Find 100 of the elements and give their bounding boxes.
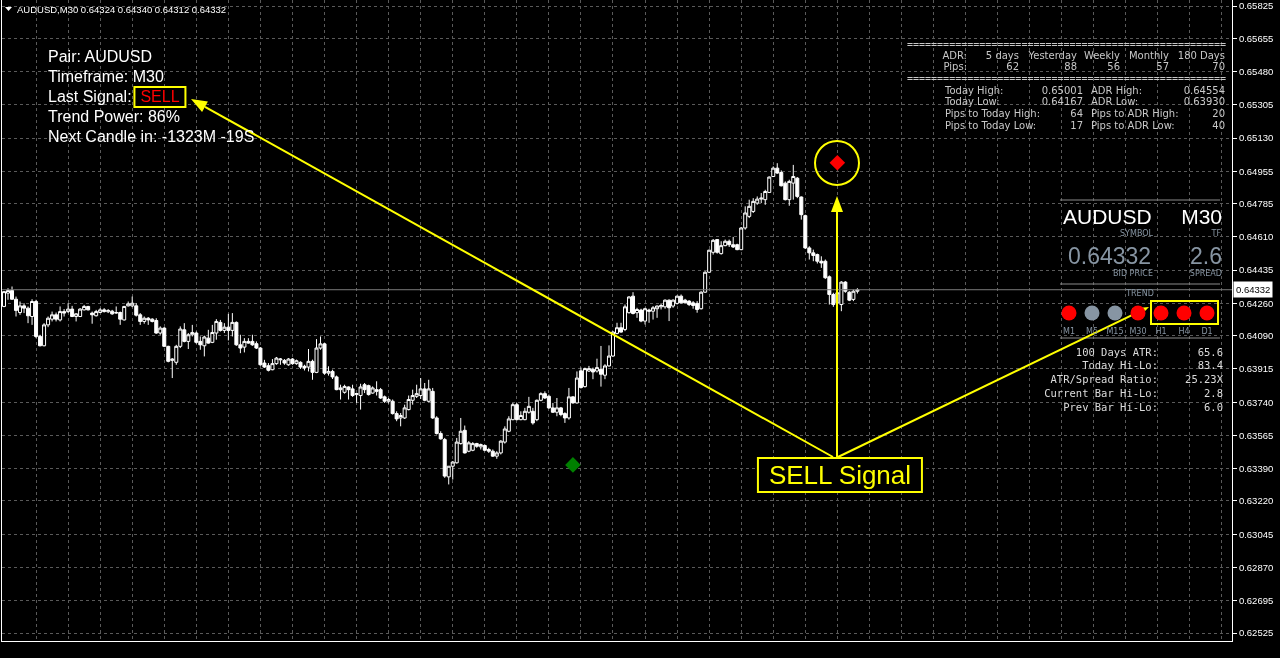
candlestick <box>154 317 159 335</box>
y-tick-label: 0.63220 <box>1238 495 1274 507</box>
candlestick <box>478 443 483 450</box>
annotation: 17 <box>1070 120 1083 131</box>
annotation: M30 <box>1181 204 1222 228</box>
annotation: Trend Power: 86% <box>48 108 180 125</box>
candlestick <box>366 384 371 397</box>
annotation: ADR High: <box>1091 85 1143 96</box>
annotation: 2.8 <box>1204 386 1223 399</box>
y-tick-label: 0.64435 <box>1238 264 1274 276</box>
annotation: 25.23X <box>1185 372 1223 385</box>
candlestick <box>759 192 764 204</box>
y-tick-label: 0.63565 <box>1238 429 1274 441</box>
candlestick <box>643 307 648 325</box>
y-tick-label: 0.65480 <box>1238 65 1274 77</box>
annotation: 180 Days <box>1177 50 1225 61</box>
y-tick-label: 0.64785 <box>1238 197 1274 209</box>
candlestick <box>482 444 487 452</box>
candlestick <box>298 360 303 370</box>
candlestick <box>574 370 579 405</box>
candlestick <box>78 307 83 318</box>
annotation: Weekly <box>1083 50 1120 61</box>
candlestick <box>294 359 299 365</box>
category-label: M5 <box>1086 327 1098 336</box>
annotation: ===================================================== <box>907 73 1227 84</box>
candlestick <box>282 359 287 366</box>
candlestick <box>106 308 111 314</box>
candlestick <box>142 316 147 325</box>
annotation: Last Signal: <box>48 88 132 105</box>
y-tick-label: 0.63740 <box>1238 396 1274 408</box>
candlestick <box>146 316 151 326</box>
candlestick <box>374 380 379 397</box>
candlestick <box>66 302 71 314</box>
annotation: Yesterday <box>1028 50 1077 61</box>
candlestick <box>554 397 559 417</box>
candlestick <box>250 334 255 347</box>
annotation: SPREAD <box>1189 269 1222 278</box>
annotation: Today Low: <box>945 96 1000 107</box>
annotation: SELL Signal <box>756 457 924 493</box>
annotation: ADR Low: <box>1091 96 1139 107</box>
annotation: Pips to Today High: <box>945 108 1040 119</box>
y-tick-label: 0.63390 <box>1238 463 1274 475</box>
candlestick <box>122 305 127 321</box>
y-tick-label: 0.63915 <box>1238 363 1274 375</box>
candlestick <box>86 305 91 311</box>
candlestick <box>486 447 491 454</box>
annotation: Monthly <box>1128 50 1169 61</box>
candlestick <box>815 253 820 265</box>
y-tick-label: 0.62870 <box>1238 561 1274 573</box>
ref-line-label: 0.64332 <box>1236 284 1271 295</box>
candlestick <box>582 367 587 389</box>
category-label: H4 <box>1178 327 1190 336</box>
candlestick <box>751 197 756 214</box>
y-tick-label: 0.64610 <box>1238 231 1274 243</box>
annotation: 64 <box>1070 108 1083 119</box>
annotation: BID PRICE <box>1113 269 1153 278</box>
annotation: 0.65001 <box>1041 85 1083 96</box>
text: AUDUSD,M30 0.64324 0.64340 0.64312 0.64332 <box>17 4 227 16</box>
candlestick <box>839 280 844 312</box>
y-tick-label: 0.65130 <box>1238 132 1274 144</box>
category-label: D1 <box>1201 327 1213 336</box>
annotation: 100 Days ATR: <box>1075 345 1158 358</box>
candlestick <box>214 318 219 341</box>
candlestick <box>851 289 856 302</box>
annotation: ===================================================== <box>907 39 1227 50</box>
category-label: M15 <box>1106 327 1124 336</box>
candlestick <box>270 358 275 371</box>
annotation: 62 <box>1006 61 1019 72</box>
y-tick-label: 0.64090 <box>1238 330 1274 342</box>
candlestick <box>470 441 475 452</box>
candlestick <box>418 377 423 400</box>
candlestick <box>422 382 427 402</box>
annotation: 70 <box>1212 61 1225 72</box>
y-tick-label: 0.65655 <box>1238 32 1274 44</box>
annotation: 57 <box>1156 61 1169 72</box>
candlestick <box>679 293 684 304</box>
annotation: 0.64332 <box>1068 242 1152 269</box>
y-tick-label: 0.62525 <box>1238 627 1274 639</box>
candlestick <box>286 357 291 367</box>
candlestick <box>358 383 363 411</box>
candlestick <box>226 313 231 341</box>
annotation: 2.6 <box>1190 242 1222 269</box>
y-tick-label: 0.64955 <box>1238 165 1274 177</box>
candlestick <box>546 394 551 410</box>
y-tick-label: 0.65825 <box>1238 0 1274 12</box>
text: TREND <box>1126 289 1154 298</box>
candlestick <box>598 345 603 388</box>
annotation: 0.64167 <box>1041 96 1083 107</box>
candlestick <box>102 307 107 314</box>
annotation: SYMBOL <box>1120 229 1153 238</box>
candlestick <box>90 311 95 325</box>
y-tick-label: 0.64260 <box>1238 297 1274 309</box>
annotation: 40 <box>1212 120 1225 131</box>
annotation: Pair: AUDUSD <box>48 48 153 65</box>
candlestick <box>266 362 271 372</box>
annotation: Pips to ADR High: <box>1091 108 1179 119</box>
annotation: Timeframe: M30 <box>48 68 164 85</box>
annotation: 6.0 <box>1204 400 1223 413</box>
annotation: 20 <box>1212 108 1225 119</box>
candlestick <box>98 307 103 314</box>
